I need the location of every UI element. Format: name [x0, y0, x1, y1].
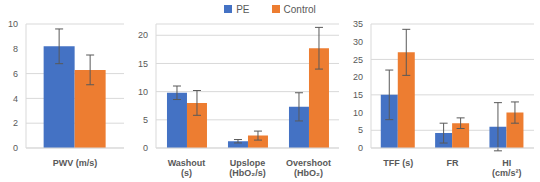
svg-text:10: 10 [138, 87, 148, 97]
svg-text:4: 4 [13, 94, 18, 104]
svg-text:Washout(s): Washout(s) [168, 158, 206, 178]
svg-text:6: 6 [13, 69, 18, 79]
svg-text:TFF (s): TFF (s) [383, 158, 413, 168]
svg-text:0: 0 [358, 143, 363, 153]
svg-text:Overshoot(HbO₂): Overshoot(HbO₂) [286, 158, 331, 178]
svg-text:HI(cm/s²): HI(cm/s²) [492, 158, 522, 178]
svg-text:5: 5 [358, 125, 363, 135]
html-text:PE: PE [236, 3, 250, 15]
svg-text:10: 10 [8, 19, 18, 29]
svg-text:35: 35 [353, 19, 363, 29]
svg-text:15: 15 [353, 90, 363, 100]
svg-text:30: 30 [353, 37, 363, 47]
svg-text:8: 8 [13, 44, 18, 54]
svg-text:PWV (m/s): PWV (m/s) [53, 158, 98, 168]
svg-text:15: 15 [138, 59, 148, 69]
svg-text:20: 20 [138, 30, 148, 40]
svg-text:20: 20 [353, 72, 363, 82]
svg-text:2: 2 [13, 118, 18, 128]
svg-text:FR: FR [447, 158, 459, 168]
svg-text:25: 25 [353, 55, 363, 65]
svg-text:10: 10 [353, 108, 363, 118]
svg-text:Upslope(HbO₂/s): Upslope(HbO₂/s) [229, 158, 266, 178]
svg-text:5: 5 [143, 115, 148, 125]
svg-text:0: 0 [143, 143, 148, 153]
html-text:Control: Control [283, 3, 316, 15]
svg-text:0: 0 [13, 143, 18, 153]
